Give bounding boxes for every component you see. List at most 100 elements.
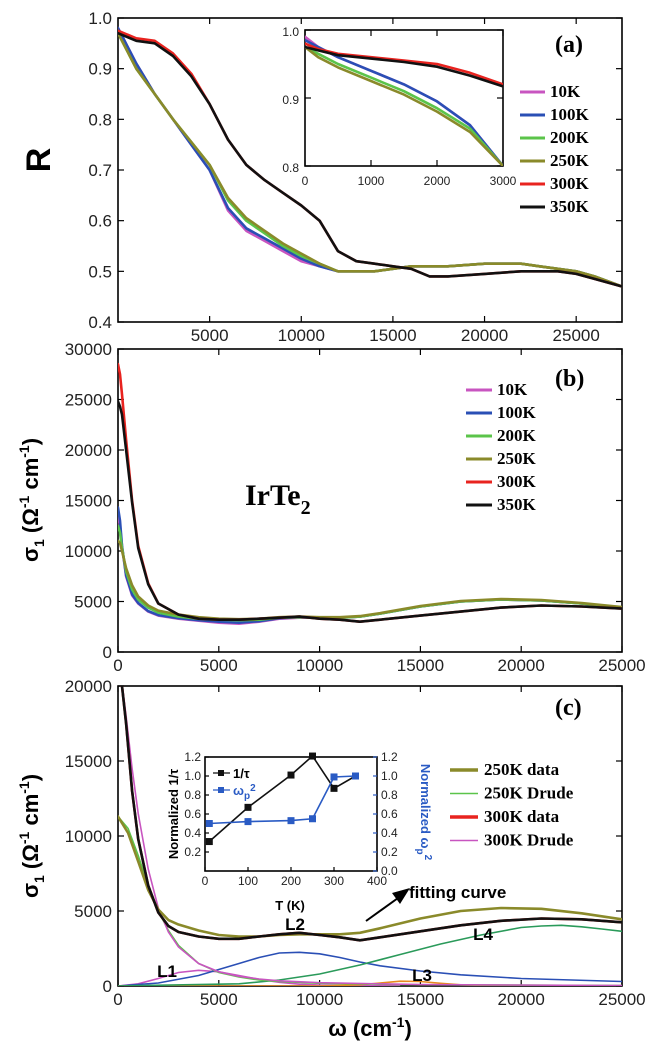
tau-marker xyxy=(287,771,295,779)
omega-marker xyxy=(244,818,252,826)
x-tick-label: 20000 xyxy=(461,326,508,345)
x-tick-label: 0 xyxy=(113,990,122,1009)
tau-marker xyxy=(244,803,252,811)
inset-x-tick-label: 300 xyxy=(324,874,344,888)
inset-x-label: T (K) xyxy=(275,898,305,913)
y-tick-label: 5000 xyxy=(74,593,112,612)
x-tick-label: 15000 xyxy=(369,326,416,345)
y-tick-label: 10000 xyxy=(65,542,112,561)
legend-label: 300K Drude xyxy=(484,831,574,850)
x-tick-label: 2000 xyxy=(424,174,451,188)
x-tick-label: 5000 xyxy=(191,326,229,345)
sigma-axis-label-c: σ1 (Ω-1 cm-1) xyxy=(16,774,47,898)
y-tick-label: 5000 xyxy=(74,902,112,921)
inset-legend-omega: ωp2 xyxy=(233,783,256,802)
label-l4: L4 xyxy=(473,925,493,944)
panel-a: 5000 10000 15000 20000 250000.40.50.60.70.80… xyxy=(20,9,623,345)
y-tick-label: 20000 xyxy=(65,441,112,460)
sigma-axis-label-b: σ1 (Ω-1 cm-1) xyxy=(16,438,47,562)
y-tick-label: 15000 xyxy=(65,752,112,771)
y-tick-label: 1.0 xyxy=(88,9,112,28)
inset-y-label-left: Normalized 1/τ xyxy=(166,769,181,860)
omega-axis-label: ω (cm-1) xyxy=(328,1014,412,1041)
compound-label: IrTe2 xyxy=(245,479,311,519)
inset-x-tick-label: 100 xyxy=(238,874,258,888)
series-300k-drude xyxy=(121,686,622,986)
y-tick-label: 0.8 xyxy=(282,161,299,175)
series-350k xyxy=(118,400,622,624)
omega-marker xyxy=(330,773,338,781)
x-tick-label: 3000 xyxy=(490,174,517,188)
legend-label: 250K Drude xyxy=(484,784,574,803)
x-tick-label: 10000 xyxy=(296,990,343,1009)
series-10k xyxy=(118,514,622,626)
label-l2: L2 xyxy=(285,915,305,934)
y-tick-label: 0.9 xyxy=(282,93,299,107)
legend-label: 300K xyxy=(497,472,537,491)
legend-label: 250K data xyxy=(484,760,560,779)
arrow-head xyxy=(392,888,410,904)
inset-x-tick-label: 200 xyxy=(281,874,301,888)
panel-c: 0 5000 10000 15000 20000 25000 0 5000 10000 15000… xyxy=(16,677,646,1041)
y-tick-label: 0.7 xyxy=(88,161,112,180)
legend-label: 10K xyxy=(550,82,581,101)
inset-c: 0 100 200 300 400 0.2 0.4 0.6 0.8 1.0 1.2 0.0 0.2 0.4… xyxy=(166,750,433,913)
x-tick-label: 10000 xyxy=(296,656,343,675)
legend-label: 350K xyxy=(497,495,537,514)
y-tick-label: 0 xyxy=(103,643,112,662)
y-tick-label: 15000 xyxy=(65,492,112,511)
inset-legend-marker xyxy=(218,787,224,793)
panel-b: 0 5000 10000 15000 20000 25000 0 5000 10000 15000… xyxy=(16,340,646,675)
x-tick-label: 25000 xyxy=(598,990,645,1009)
inset-y-tick-label: 1.2 xyxy=(184,750,201,764)
legend-label: 300K xyxy=(550,174,590,193)
tau-marker xyxy=(330,784,338,792)
series-200k xyxy=(305,45,503,166)
fitting-curve-annotation: fitting curve xyxy=(409,883,506,902)
inset-y-tick-label: 0.8 xyxy=(184,788,201,802)
series-350k xyxy=(305,45,503,88)
x-tick-label: 0 xyxy=(302,174,309,188)
y-tick-label: 0 xyxy=(103,977,112,996)
tau-marker xyxy=(205,838,213,846)
y-tick-label: 10000 xyxy=(65,827,112,846)
series-300k xyxy=(305,42,503,86)
legend-label: 200K xyxy=(497,426,537,445)
x-tick-label: 10000 xyxy=(278,326,325,345)
inset-y2-tick-label: 0.2 xyxy=(381,845,398,859)
series-fitting-curve xyxy=(120,686,622,942)
x-tick-label: 5000 xyxy=(200,656,238,675)
series-350k xyxy=(118,31,622,288)
inset-y-tick-label: 1.0 xyxy=(184,769,201,783)
series-250k xyxy=(118,31,622,288)
inset-y2-tick-label: 0.8 xyxy=(381,788,398,802)
x-tick-label: 20000 xyxy=(498,656,545,675)
y-tick-label: 0.4 xyxy=(88,313,112,332)
label-l1: L1 xyxy=(157,962,177,981)
panel-label-a: (a) xyxy=(555,32,583,58)
legend-label: 100K xyxy=(497,403,537,422)
y-tick-label: 1.0 xyxy=(282,25,299,39)
y-tick-label: 0.5 xyxy=(88,262,112,281)
inset-y-tick-label: 0.4 xyxy=(184,826,201,840)
x-tick-label: 15000 xyxy=(397,990,444,1009)
x-tick-label: 1000 xyxy=(358,174,385,188)
panel-label-c: (c) xyxy=(555,695,582,721)
omega-marker xyxy=(352,772,359,780)
legend-label: 250K xyxy=(550,151,590,170)
inset-y-tick-label: 0.6 xyxy=(184,807,201,821)
series-250k xyxy=(118,539,622,621)
legend-label: 100K xyxy=(550,105,590,124)
r-axis-label: R xyxy=(20,148,58,173)
inset-y2-tick-label: 0.4 xyxy=(381,826,398,840)
x-tick-label: 0 xyxy=(113,656,122,675)
y-tick-label: 30000 xyxy=(65,340,112,359)
y-tick-label: 0.9 xyxy=(88,60,112,79)
inset-legend-tau: 1/τ xyxy=(233,766,250,781)
y-tick-label: 20000 xyxy=(65,677,112,696)
omega-marker xyxy=(309,815,316,823)
series-1/τ xyxy=(208,754,356,843)
omega-marker xyxy=(287,817,295,825)
inset-y-label-right: Normalized ωp2 xyxy=(414,764,433,861)
